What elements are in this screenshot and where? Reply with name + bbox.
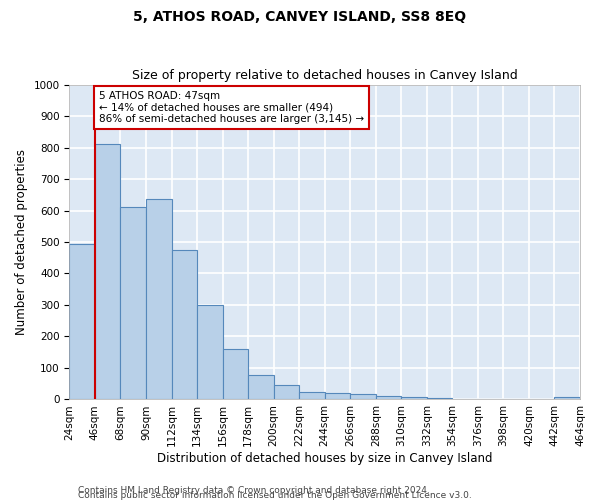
Text: 5, ATHOS ROAD, CANVEY ISLAND, SS8 8EQ: 5, ATHOS ROAD, CANVEY ISLAND, SS8 8EQ [133,10,467,24]
Bar [401,397,427,400]
Text: 5 ATHOS ROAD: 47sqm
← 14% of detached houses are smaller (494)
86% of semi-detac: 5 ATHOS ROAD: 47sqm ← 14% of detached ho… [99,91,364,124]
Bar [95,144,121,400]
Bar [274,386,299,400]
Bar [452,398,478,400]
Bar [478,399,503,400]
Bar [248,375,274,400]
Text: Contains HM Land Registry data © Crown copyright and database right 2024.: Contains HM Land Registry data © Crown c… [78,486,430,495]
Bar [223,349,248,400]
Text: Contains public sector information licensed under the Open Government Licence v3: Contains public sector information licen… [78,491,472,500]
Bar [121,206,146,400]
Title: Size of property relative to detached houses in Canvey Island: Size of property relative to detached ho… [132,69,518,82]
Bar [146,200,172,400]
Bar [299,392,325,400]
Bar [325,392,350,400]
X-axis label: Distribution of detached houses by size in Canvey Island: Distribution of detached houses by size … [157,452,493,465]
Bar [427,398,452,400]
Bar [376,396,401,400]
Bar [172,250,197,400]
Bar [197,305,223,400]
Bar [554,397,580,400]
Bar [350,394,376,400]
Bar [70,244,95,400]
Y-axis label: Number of detached properties: Number of detached properties [15,149,28,335]
